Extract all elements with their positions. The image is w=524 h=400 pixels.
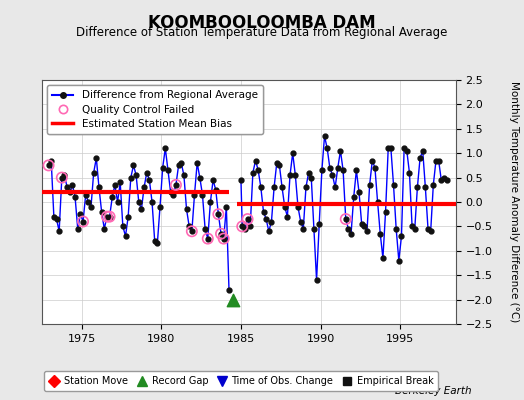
- Point: [172, 182, 180, 188]
- Legend: Difference from Regional Average, Quality Control Failed, Estimated Station Mean: Difference from Regional Average, Qualit…: [47, 85, 263, 134]
- Point: [229, 296, 237, 303]
- Y-axis label: Monthly Temperature Anomaly Difference (°C): Monthly Temperature Anomaly Difference (…: [509, 81, 519, 323]
- Point: [204, 235, 212, 242]
- Point: [58, 174, 66, 181]
- Text: Difference of Station Temperature Data from Regional Average: Difference of Station Temperature Data f…: [77, 26, 447, 39]
- Point: [220, 235, 228, 242]
- Point: [238, 223, 246, 230]
- Point: [217, 230, 225, 237]
- Point: [243, 216, 252, 222]
- Text: KOOMBOOLOOMBA DAM: KOOMBOOLOOMBA DAM: [148, 14, 376, 32]
- Point: [103, 214, 111, 220]
- Legend: Station Move, Record Gap, Time of Obs. Change, Empirical Break: Station Move, Record Gap, Time of Obs. C…: [44, 372, 438, 391]
- Point: [188, 228, 196, 234]
- Point: [105, 214, 114, 220]
- Point: [342, 216, 350, 222]
- Point: [214, 211, 223, 218]
- Point: [45, 162, 53, 169]
- Point: [79, 218, 87, 225]
- Text: Berkeley Earth: Berkeley Earth: [395, 386, 472, 396]
